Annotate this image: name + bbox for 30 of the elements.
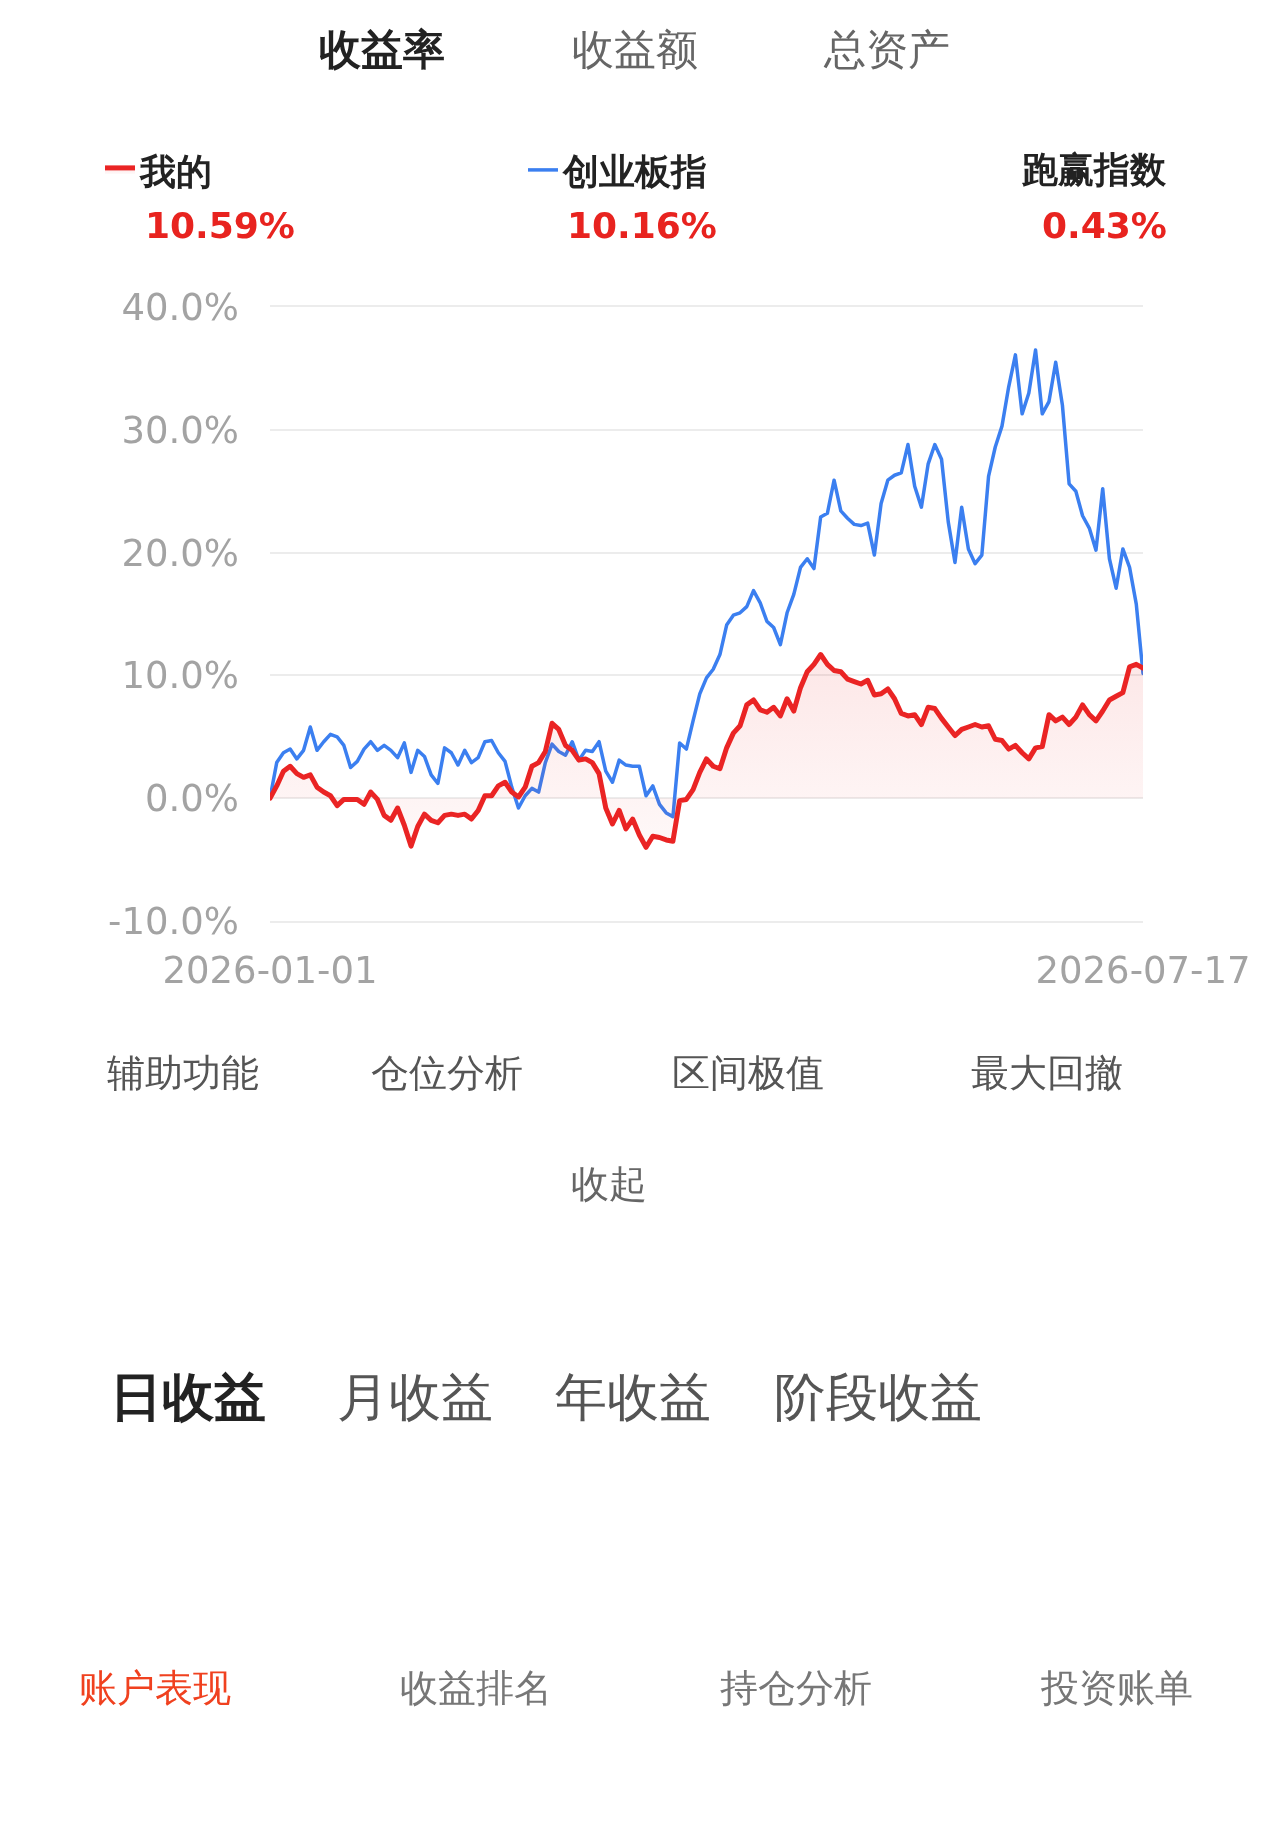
- legend-label: 我的: [139, 150, 212, 192]
- text: 阶段收益: [774, 1367, 982, 1427]
- y-tick-label: 0.0%: [145, 777, 239, 821]
- text: 日收益: [110, 1367, 266, 1427]
- y-tick-label: 30.0%: [121, 408, 239, 452]
- text: 跑赢指数: [1021, 149, 1167, 190]
- text: 仓位分析: [371, 1051, 523, 1095]
- text: 最大回撤: [971, 1051, 1123, 1095]
- y-tick-label: -10.0%: [108, 899, 239, 943]
- text: 辅助功能: [107, 1051, 259, 1095]
- x-tick-label: 2026-01-01: [162, 949, 378, 993]
- y-tick-label: 40.0%: [121, 285, 239, 329]
- text: 收益率: [319, 25, 445, 74]
- text: 月收益: [337, 1367, 493, 1427]
- text: 账户表现: [79, 1666, 231, 1710]
- text: 投资账单: [1040, 1666, 1193, 1710]
- text: 收益额: [572, 25, 698, 74]
- y-tick-label: 10.0%: [121, 654, 239, 698]
- text: 区间极值: [672, 1051, 824, 1095]
- text: 0.43%: [1042, 205, 1167, 246]
- text: 年收益: [555, 1367, 711, 1427]
- text: 10.16%: [567, 205, 717, 246]
- text: 总资产: [823, 25, 950, 74]
- y-tick-label: 20.0%: [121, 531, 239, 575]
- x-tick-label: 2026-07-17: [1035, 949, 1251, 993]
- text: 10.59%: [145, 205, 295, 246]
- text: 收益排名: [400, 1666, 552, 1710]
- text: 收起: [571, 1162, 647, 1206]
- text: 持仓分析: [720, 1666, 872, 1710]
- legend-label: 创业板指: [562, 150, 707, 192]
